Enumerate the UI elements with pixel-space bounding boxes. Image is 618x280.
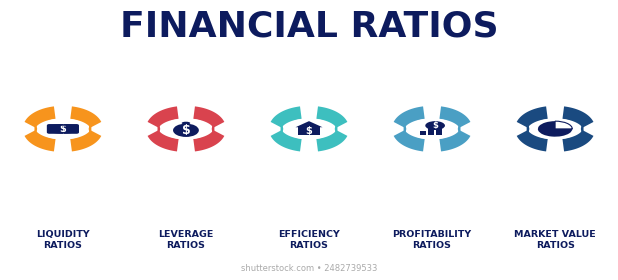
Circle shape bbox=[559, 124, 566, 127]
Text: EFFICIENCY
RATIOS: EFFICIENCY RATIOS bbox=[278, 230, 340, 250]
Text: PROFITABILITY
RATIOS: PROFITABILITY RATIOS bbox=[392, 230, 472, 250]
Text: $: $ bbox=[182, 124, 190, 137]
Circle shape bbox=[163, 118, 210, 139]
Circle shape bbox=[40, 118, 87, 139]
Wedge shape bbox=[538, 121, 572, 137]
Circle shape bbox=[408, 118, 455, 139]
Text: $: $ bbox=[306, 126, 312, 136]
Ellipse shape bbox=[182, 122, 190, 125]
Polygon shape bbox=[213, 122, 214, 136]
Circle shape bbox=[425, 121, 445, 130]
Polygon shape bbox=[158, 122, 159, 136]
Bar bbox=[298, 127, 320, 135]
FancyBboxPatch shape bbox=[48, 125, 78, 133]
Text: $: $ bbox=[432, 121, 438, 130]
Polygon shape bbox=[404, 122, 405, 136]
Bar bbox=[428, 128, 434, 135]
Polygon shape bbox=[281, 122, 282, 136]
Polygon shape bbox=[35, 122, 36, 136]
Text: MARKET VALUE
RATIOS: MARKET VALUE RATIOS bbox=[514, 230, 596, 250]
Polygon shape bbox=[459, 122, 460, 136]
Polygon shape bbox=[295, 121, 323, 127]
Polygon shape bbox=[336, 122, 337, 136]
Polygon shape bbox=[90, 122, 91, 136]
Text: shutterstock.com • 2482739533: shutterstock.com • 2482739533 bbox=[241, 264, 377, 273]
Bar bbox=[420, 130, 426, 135]
Text: LEVERAGE
RATIOS: LEVERAGE RATIOS bbox=[158, 230, 214, 250]
Circle shape bbox=[286, 118, 332, 139]
Polygon shape bbox=[582, 122, 583, 136]
Circle shape bbox=[531, 118, 578, 139]
Bar bbox=[436, 125, 442, 135]
Text: LIQUIDITY
RATIOS: LIQUIDITY RATIOS bbox=[36, 230, 90, 250]
Circle shape bbox=[43, 120, 83, 138]
Wedge shape bbox=[555, 121, 572, 129]
Polygon shape bbox=[527, 122, 528, 136]
Ellipse shape bbox=[173, 124, 199, 137]
Text: FINANCIAL RATIOS: FINANCIAL RATIOS bbox=[120, 9, 498, 43]
Text: $: $ bbox=[59, 124, 66, 134]
